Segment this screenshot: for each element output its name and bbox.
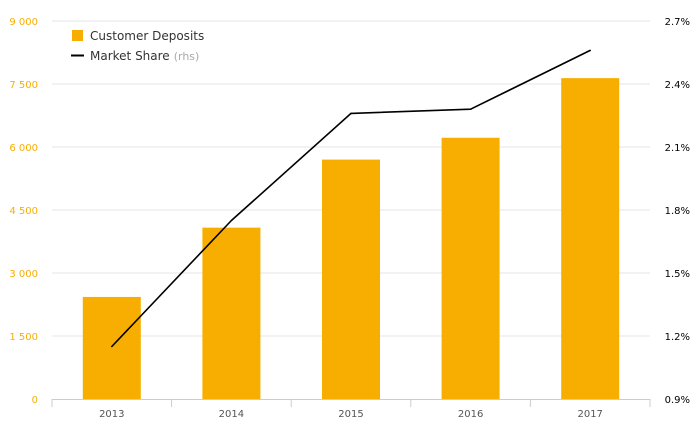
bars <box>82 78 620 400</box>
left-axis-tick-label: 3 000 <box>9 269 38 280</box>
legend-label-market-share-text: Market Share <box>90 49 170 63</box>
bar-customer-deposits-2017 <box>561 78 620 400</box>
market-share-line-layer <box>111 49 591 348</box>
legend-label-customer-deposits: Customer Deposits <box>90 29 204 43</box>
x-axis-tick-label: 2013 <box>99 409 124 420</box>
bar-customer-deposits-2016 <box>441 137 500 399</box>
right-axis-tick-label: 2.1% <box>665 143 690 154</box>
market-share-point <box>589 49 591 52</box>
bar-customer-deposits-2015 <box>322 159 380 399</box>
legend: Customer Deposits Market Share (rhs) <box>71 29 204 63</box>
legend-label-rhs-suffix: (rhs) <box>174 50 200 63</box>
x-axis-tick-label: 2017 <box>577 409 602 420</box>
market-share-point <box>230 219 233 222</box>
market-share-point <box>111 345 113 348</box>
market-share-point <box>350 112 352 115</box>
right-axis-tick-label: 2.7% <box>665 17 690 28</box>
right-axis-tick-label: 1.5% <box>665 269 690 280</box>
x-axis-tick-label: 2016 <box>458 409 483 420</box>
right-axis-tick-label: 1.2% <box>665 332 690 343</box>
legend-marker-customer-deposits <box>72 30 83 41</box>
right-axis-tick-label: 0.9% <box>665 395 690 406</box>
x-axis-tick-label: 2014 <box>219 409 244 420</box>
legend-label-market-share: Market Share (rhs) <box>90 49 199 63</box>
left-axis-tick-label: 1 500 <box>9 332 38 343</box>
left-axis-tick-label: 7 500 <box>9 80 38 91</box>
x-axis-tick-label: 2015 <box>338 409 363 420</box>
left-axis-tick-label: 9 000 <box>9 17 38 28</box>
left-axis-tick-label: 4 500 <box>9 206 38 217</box>
axes: 0 1 500 3 000 4 500 6 000 7 500 9 000 0.9% 1.2% 1… <box>9 17 690 420</box>
right-axis-tick-label: 2.4% <box>665 80 690 91</box>
right-axis-tick-label: 1.8% <box>665 206 690 217</box>
market-share-point <box>469 108 472 110</box>
bar-customer-deposits-2014 <box>202 227 261 399</box>
left-axis-tick-label: 6 000 <box>9 143 38 154</box>
left-axis-tick-label: 0 <box>32 395 38 406</box>
bar-customer-deposits-2013 <box>82 296 141 399</box>
